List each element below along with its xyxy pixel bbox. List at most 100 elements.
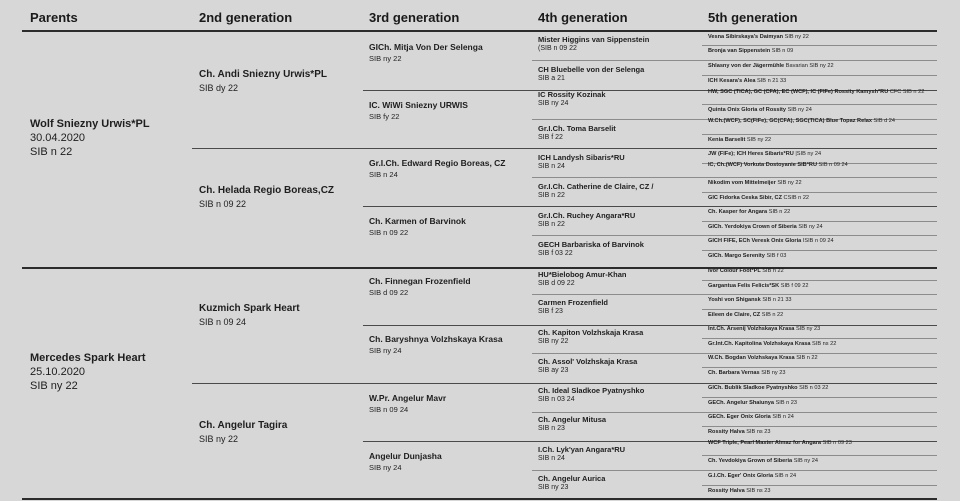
gen5-ancestor: Yoshi von Shigansk SIB n 21 33	[708, 297, 936, 303]
gen4-ancestor: Carmen Frozenfield SIB f 23	[538, 298, 608, 315]
ancestor-name: Gargantua Felis Felicis*SK	[708, 283, 780, 289]
ancestor-name: Gr.I.Ch. Toma Barselit	[538, 124, 616, 133]
ancestor-breed-code: SIB n 22	[796, 355, 818, 361]
separator-line	[702, 280, 937, 281]
separator-line	[192, 148, 937, 149]
ancestor-breed-code: SIB n 09 23	[822, 440, 852, 446]
ancestor-name: Gr.Int.Ch. Kapitolina Volzhskaya Krasa	[708, 341, 811, 347]
separator-line	[702, 397, 937, 398]
parent-name: Wolf Sniezny Urwis*PL	[30, 118, 150, 130]
ancestor-breed-code: SIB ny 22	[199, 434, 239, 444]
gen2-ancestor: Ch. Angelur Tagira SIB ny 22	[199, 420, 287, 444]
ancestor-name: ICH Landysh Sibaris*RU	[538, 153, 625, 162]
gen3-ancestor: Ch. Baryshnya Volzhskaya Krasa SIB ny 24	[369, 334, 503, 355]
ancestor-name: Gr.I.Ch. Catherine de Claire, CZ /	[538, 182, 654, 191]
ancestor-breed-code: SIB n 21 33	[762, 297, 792, 303]
ancestor-breed-code: SIB n 24	[369, 170, 398, 179]
ancestor-name: GECH Barbariska of Barvinok	[538, 240, 644, 249]
ancestor-breed-code: SIB ny 22	[369, 54, 402, 63]
separator-line	[702, 45, 937, 46]
ancestor-breed-code: SIB n 09 24	[199, 317, 247, 327]
ancestor-name: Quinta Onix Gloria of Rossity	[708, 107, 787, 113]
parent-breed-code: SIB ny 22	[30, 380, 78, 392]
ancestor-name: Kenia Barselit	[708, 137, 746, 143]
gen4-ancestor: Mister Higgins van Sippenstein (SIB n 09…	[538, 35, 649, 52]
gen5-ancestor: IC, Ch.(WCF) Vorkuta Dostoyanie SIB*RU S…	[708, 162, 936, 168]
ancestor-breed-code: SIB ny 22	[538, 338, 569, 345]
header-parents: Parents	[30, 10, 78, 25]
separator-line	[532, 235, 937, 236]
ancestor-breed-code: SIB ny 23	[538, 484, 569, 491]
header-4th-generation: 4th generation	[538, 10, 628, 25]
ancestor-name: GIC Fidorka Ceska Sibir, CZ	[708, 195, 782, 201]
gen4-ancestor: IC Rossity Kozinak SIB ny 24	[538, 90, 606, 107]
separator-line	[702, 309, 937, 310]
ancestor-name: CH Bluebelle von der Selenga	[538, 65, 645, 74]
gen5-ancestor: Int.Ch. Arsenij Volzhskaya Krasa SIB ny …	[708, 326, 936, 332]
ancestor-name: IC, Ch.(WCF) Vorkuta Dostoyanie SIB*RU	[708, 162, 817, 168]
gen3-ancestor: Ch. Karmen of Barvinok SIB n 09 22	[369, 216, 466, 237]
ancestor-name: I.Ch. Lyk'yan Angara*RU	[538, 445, 626, 454]
ancestor-name: HW, SGC (TICA), GC (CFA), EC (WCF), IC (…	[708, 89, 889, 95]
ancestor-name: Rossity Halva	[708, 488, 745, 494]
ancestor-name: Carmen Frozenfield	[538, 298, 609, 307]
ancestor-name: Shlasny von der Jägermühle	[708, 63, 785, 69]
gen5-ancestor: G.I.Ch. Eger' Onix Gloria SIB n 24	[708, 473, 936, 479]
ancestor-breed-code: SIB ny 24	[787, 107, 812, 113]
gen4-ancestor: CH Bluebelle von der Selenga SIB a 21	[538, 65, 644, 82]
separator-line	[702, 426, 937, 427]
ancestor-breed-code: SIB n 09 22	[369, 228, 409, 237]
ancestor-name: GICH FIFE, ECh Veresk Onix Gloria	[708, 238, 802, 244]
ancestor-name: G.I.Ch. Eger' Onix Gloria	[708, 473, 774, 479]
ancestor-name: IC Rossity Kozinak	[538, 90, 606, 99]
gen4-ancestor: Ch. Ideal Sladkoe Pyatnyshko SIB n 03 24	[538, 386, 644, 403]
ancestor-breed-code: SIB n 09 24	[369, 405, 409, 414]
separator-line	[363, 441, 937, 442]
ancestor-name: Kuzmich Spark Heart	[199, 303, 300, 314]
ancestor-name: Ch. Kapiton Volzhskaja Krasa	[538, 328, 644, 337]
parent-dam: Mercedes Spark Heart 25.10.2020 SIB ny 2…	[30, 352, 146, 392]
gen5-ancestor: GECh. Eger Onix Gloria SIB n 24	[708, 414, 936, 420]
ancestor-name: GICh. Yerdokiya Crown of Siberia	[708, 224, 797, 230]
separator-line	[702, 250, 937, 251]
ancestor-breed-code: SIB a 21	[538, 75, 565, 82]
ancestor-breed-code: SIB ny 24	[793, 458, 818, 464]
ancestor-breed-code: CFC SIB n 22	[889, 89, 925, 95]
gen5-ancestor: W.Ch. Bogdan Volzhskaya Krasa SIB n 22	[708, 355, 936, 361]
ancestor-breed-code: SIB ny 24	[798, 224, 823, 230]
separator-line	[702, 104, 937, 105]
ancestor-breed-code: SIB n 24	[774, 473, 797, 479]
gen5-ancestor: Rossity Halva SIB ns 23	[708, 488, 936, 494]
parent-name: Mercedes Spark Heart	[30, 352, 146, 364]
ancestor-name: Gr.I.Ch. Ruchey Angara*RU	[538, 211, 636, 220]
gen5-ancestor: Nikodim vom Mittelmeijer SIB ny 22	[708, 180, 936, 186]
gen4-ancestor: Gr.I.Ch. Toma Barselit SIB f 22	[538, 124, 616, 141]
ancestor-breed-code: SIB n 22	[538, 192, 565, 199]
separator-line	[363, 206, 937, 207]
separator-line	[22, 30, 937, 32]
gen3-ancestor: W.Pr. Angelur Mavr SIB n 09 24	[369, 393, 446, 414]
gen5-ancestor: Gr.Int.Ch. Kapitolina Volzhskaya Krasa S…	[708, 341, 936, 347]
ancestor-breed-code: |SIB ny 24	[795, 151, 822, 157]
ancestor-breed-code: SIB ns 23	[746, 429, 771, 435]
ancestor-name: Int.Ch. Arsenij Volzhskaya Krasa	[708, 326, 795, 332]
gen5-ancestor: Quinta Onix Gloria of Rossity SIB ny 24	[708, 107, 936, 113]
header-3rd-generation: 3rd generation	[369, 10, 460, 25]
ancestor-breed-code: SIB n 23	[538, 425, 565, 432]
ancestor-breed-code: SIB n 09 22	[199, 199, 247, 209]
gen5-ancestor: Eileen de Claire, CZ SIB n 22	[708, 312, 936, 318]
ancestor-name: Ch. Karmen of Barvinok	[369, 216, 466, 226]
ancestor-breed-code: SIB ny 23	[795, 326, 821, 332]
gen5-ancestor: Kenia Barselit SIB ny 22	[708, 137, 936, 143]
gen5-ancestor: Gargantua Felis Felicis*SK SIB f 09 22	[708, 283, 936, 289]
separator-line	[702, 221, 937, 222]
ancestor-breed-code: SIB n 24	[538, 163, 565, 170]
ancestor-name: GECh. Eger Onix Gloria	[708, 414, 771, 420]
ancestor-breed-code: SIB ns 23	[746, 488, 771, 494]
gen2-ancestor: Kuzmich Spark Heart SIB n 09 24	[199, 303, 300, 327]
ancestor-breed-code: SIB n 24	[772, 414, 794, 420]
ancestor-breed-code: SIB ny 22	[784, 34, 809, 40]
ancestor-breed-code: SIB n 03 22	[799, 385, 829, 391]
gen5-ancestor: Vesna Sibirskaya's Daimyan SIB ny 22	[708, 34, 936, 40]
gen5-ancestor: GIC Fidorka Ceska Sibir, CZ CSIB n 22	[708, 195, 936, 201]
